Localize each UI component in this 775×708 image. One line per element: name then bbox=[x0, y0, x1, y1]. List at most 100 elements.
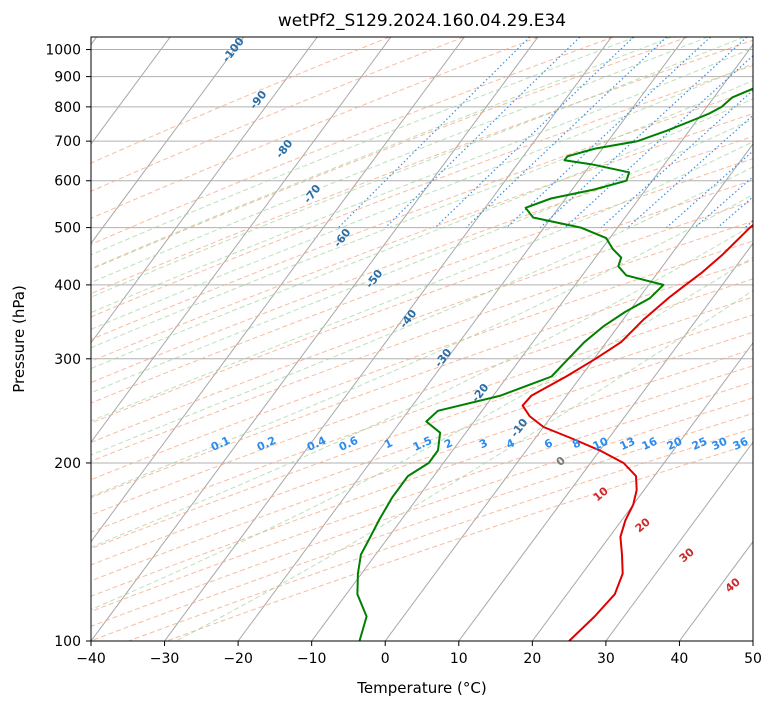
mixing-ratio-label: 3 bbox=[477, 436, 489, 451]
isotherm-line bbox=[458, 242, 753, 641]
dry-adiabat-label: -30 bbox=[432, 346, 455, 370]
dry-adiabat-label: -90 bbox=[247, 88, 270, 112]
dry-adiabat-label: -70 bbox=[301, 182, 324, 206]
dry-adiabat-line bbox=[91, 220, 753, 462]
mixing-ratio-label: 1 bbox=[382, 436, 394, 451]
x-tick-label: 20 bbox=[523, 651, 541, 667]
mixing-ratio-label: 8 bbox=[570, 436, 582, 451]
mixing-ratio-label: 10 bbox=[591, 435, 611, 453]
moist-adiabat-line bbox=[91, 141, 753, 422]
mixing-ratio-label: 25 bbox=[690, 435, 709, 453]
x-tick-label: 30 bbox=[597, 651, 615, 667]
mixing-ratio-label: 20 bbox=[665, 435, 685, 453]
moist-adiabat-label: 0 bbox=[554, 454, 568, 469]
plot-area bbox=[91, 37, 775, 641]
mixing-ratio-line bbox=[539, 37, 748, 229]
moist-adiabat-line bbox=[91, 256, 753, 611]
dry-adiabat-line bbox=[91, 37, 688, 270]
y-tick-label: 200 bbox=[54, 456, 81, 472]
isotherm-line bbox=[91, 37, 465, 543]
dry-adiabat-line bbox=[91, 37, 614, 245]
isotherm-line bbox=[91, 37, 539, 641]
mixing-ratio-line bbox=[384, 37, 581, 229]
y-tick-label: 1000 bbox=[45, 43, 81, 59]
x-tick-label: −40 bbox=[76, 651, 106, 667]
isotherm-line bbox=[531, 341, 753, 641]
x-tick-label: 50 bbox=[744, 651, 762, 667]
dry-adiabat-label: -60 bbox=[331, 226, 354, 250]
x-tick-label: 0 bbox=[381, 651, 390, 667]
mixing-ratio-label: 2 bbox=[442, 436, 454, 451]
moist-adiabat-line bbox=[91, 79, 753, 349]
moist-adiabat-line bbox=[91, 37, 745, 298]
moist-adiabat-line bbox=[91, 37, 672, 270]
moist-adiabat-label: 20 bbox=[633, 515, 653, 535]
mixing-ratio-label: 13 bbox=[618, 435, 637, 453]
dry-adiabat-line bbox=[91, 135, 753, 384]
x-tick-label: 40 bbox=[671, 651, 689, 667]
mixing-ratio-line bbox=[767, 37, 775, 228]
dry-adiabat-line bbox=[91, 259, 753, 499]
x-axis-label: Temperature (°C) bbox=[356, 679, 486, 697]
isotherm-line bbox=[91, 37, 171, 145]
y-tick-label: 400 bbox=[54, 278, 81, 294]
mixing-ratio-label: 36 bbox=[731, 435, 751, 453]
mixing-ratio-line bbox=[744, 219, 753, 229]
y-tick-label: 100 bbox=[54, 634, 81, 650]
dry-adiabat-label: -40 bbox=[397, 307, 420, 331]
y-tick-label: 800 bbox=[54, 100, 81, 116]
mixing-ratio-line bbox=[506, 37, 711, 229]
x-tick-label: 10 bbox=[450, 651, 468, 667]
y-tick-label: 700 bbox=[54, 134, 81, 150]
isotherm-line bbox=[311, 43, 753, 641]
mixing-ratio-line bbox=[717, 196, 753, 229]
dry-adiabat-line bbox=[91, 331, 753, 566]
isotherm-line bbox=[384, 143, 753, 641]
moist-adiabat-line bbox=[91, 37, 636, 256]
x-tick-label: −20 bbox=[223, 651, 253, 667]
moist-adiabat-line bbox=[91, 37, 709, 284]
dry-adiabat-line bbox=[91, 37, 465, 192]
y-tick-label: 600 bbox=[54, 174, 81, 190]
mixing-ratio-line bbox=[666, 150, 753, 229]
y-axis-label: Pressure (hPa) bbox=[10, 285, 28, 393]
dry-adiabat-label: -50 bbox=[363, 267, 386, 291]
mixing-ratio-label: 0.4 bbox=[305, 434, 328, 454]
mixing-ratio-label: 0.1 bbox=[209, 434, 232, 454]
chart-title: wetPf2_S129.2024.160.04.29.E34 bbox=[278, 11, 566, 31]
moist-adiabat-line bbox=[91, 98, 753, 370]
mixing-ratio-label: 0.6 bbox=[337, 434, 360, 454]
x-tick-label: −30 bbox=[150, 651, 180, 667]
moist-adiabat-line bbox=[91, 47, 753, 314]
dry-adiabat-line bbox=[91, 89, 753, 341]
mixing-ratio-label: 1.5 bbox=[411, 434, 434, 454]
mixing-ratio-line bbox=[338, 37, 531, 229]
axes: -100-90-80-70-60-50-40-30-20-10010203040… bbox=[45, 35, 762, 667]
x-tick-label: −10 bbox=[297, 651, 327, 667]
mixing-ratio-label: 0.2 bbox=[255, 434, 278, 454]
mixing-ratio-label: 30 bbox=[710, 435, 730, 453]
isotherm-line bbox=[164, 37, 612, 641]
dry-adiabat-label: -20 bbox=[469, 381, 492, 405]
dry-adiabat-line bbox=[91, 37, 390, 164]
mixing-ratio-label: 16 bbox=[640, 435, 660, 453]
y-tick-label: 300 bbox=[54, 352, 81, 368]
dry-adiabat-line bbox=[91, 37, 539, 219]
moist-adiabat-line bbox=[91, 166, 753, 456]
y-tick-label: 500 bbox=[54, 221, 81, 237]
isotherm-line bbox=[237, 37, 686, 641]
y-tick-label: 900 bbox=[54, 70, 81, 86]
mixing-ratio-line bbox=[694, 175, 753, 229]
isotherm-line bbox=[91, 37, 318, 344]
isotherm-line bbox=[752, 640, 753, 641]
dry-adiabat-line bbox=[91, 64, 753, 318]
isotherm-line bbox=[605, 441, 753, 641]
dry-adiabat-line bbox=[91, 365, 753, 597]
isotherm-line bbox=[679, 540, 753, 641]
moist-adiabat-label: 30 bbox=[677, 545, 697, 565]
dry-adiabat-line bbox=[91, 397, 753, 627]
moist-adiabat-label: 10 bbox=[591, 484, 611, 504]
plot-frame bbox=[90, 36, 754, 642]
dewpoint-profile-line bbox=[356, 87, 753, 641]
